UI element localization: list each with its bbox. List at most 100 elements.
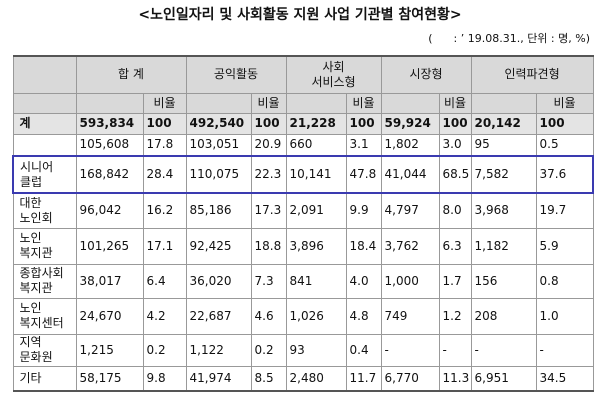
cell: 100 bbox=[250, 112, 287, 135]
cell: 4.6 bbox=[250, 297, 287, 335]
header-row: 합 계 공익활동 사회 서비스형 시장형 인력파견형 bbox=[12, 55, 594, 94]
cell: 10,141 bbox=[285, 155, 347, 194]
cell: 0.4 bbox=[345, 333, 382, 367]
cell: 68.5 bbox=[438, 155, 472, 194]
cell: 4.2 bbox=[142, 297, 187, 335]
cell: 103,051 bbox=[185, 133, 252, 157]
cell: 11.7 bbox=[345, 365, 382, 392]
cell: 492,540 bbox=[185, 112, 252, 135]
cell: 110,075 bbox=[185, 155, 252, 194]
cell: 0.8 bbox=[535, 263, 594, 299]
cell: 3.0 bbox=[438, 133, 472, 157]
cell: 20.9 bbox=[250, 133, 287, 157]
cell: 7.3 bbox=[250, 263, 287, 299]
ratio-header: 비율 bbox=[345, 92, 382, 114]
cell: 37.6 bbox=[535, 155, 595, 194]
cell: 9.9 bbox=[345, 192, 382, 229]
table-row: 계 593,834 100 492,540 100 21,228 100 59,924 100 2… bbox=[12, 112, 594, 135]
row-label: 노인 복지관 bbox=[12, 227, 77, 265]
cell: 38,017 bbox=[75, 263, 144, 299]
cell: 660 bbox=[285, 133, 347, 157]
group-header: 인력파견형 bbox=[470, 55, 594, 94]
title: <노인일자리 및 사회활동 지원 사업 기관별 참여현황> bbox=[138, 7, 462, 23]
cell: 3,762 bbox=[380, 227, 440, 265]
cell: 95 bbox=[470, 133, 537, 157]
cell: 2,480 bbox=[285, 365, 347, 392]
table-row: 지역 문화원 1,215 0.2 1,122 0.2 93 0.4- - - - bbox=[12, 333, 594, 367]
ratio-header: 비율 bbox=[250, 92, 287, 114]
header-cell bbox=[285, 92, 347, 114]
row-label: 대한 노인회 bbox=[12, 192, 77, 229]
header-cell bbox=[75, 92, 144, 114]
cell: 4.8 bbox=[345, 297, 382, 335]
cell: 41,044 bbox=[380, 155, 440, 194]
cell: 6,770 bbox=[380, 365, 440, 392]
ratio-header: 비율 bbox=[142, 92, 187, 114]
cell: 6.4 bbox=[142, 263, 187, 299]
cell: 93 bbox=[285, 333, 347, 367]
cell: 3,968 bbox=[470, 192, 537, 229]
table-row: 시니어 클럽 168,842 28.4 110,075 22.3 10,141 47.8 41… bbox=[12, 155, 595, 194]
cell: 85,186 bbox=[185, 192, 252, 229]
header-cell bbox=[185, 92, 252, 114]
cell: 156 bbox=[470, 263, 537, 299]
cell: 6,951 bbox=[470, 365, 537, 392]
cell: 41,974 bbox=[185, 365, 252, 392]
cell: 0.5 bbox=[535, 133, 594, 157]
header-cell bbox=[12, 55, 77, 94]
cell: 11.3 bbox=[438, 365, 472, 392]
subtitle: ( : ’ 19.08.31., 단위 : 명, %) bbox=[428, 32, 590, 45]
cell: 3.1 bbox=[345, 133, 382, 157]
header-cell bbox=[12, 92, 77, 114]
cell: 4,797 bbox=[380, 192, 440, 229]
cell: 17.1 bbox=[142, 227, 187, 265]
cell: 3,896 bbox=[285, 227, 347, 265]
cell: 7,582 bbox=[470, 155, 537, 194]
row-label: 지역 문화원 bbox=[12, 333, 77, 367]
cell: 1.0 bbox=[535, 297, 594, 335]
cell: 58,175 bbox=[75, 365, 144, 392]
cell: 22.3 bbox=[250, 155, 287, 194]
cell: 34.5 bbox=[535, 365, 594, 392]
cell: 1,182 bbox=[470, 227, 537, 265]
cell: 100 bbox=[142, 112, 187, 135]
row-label: 노인 복지센터 bbox=[12, 297, 77, 335]
cell: 593,834 bbox=[75, 112, 144, 135]
cell: 9.8 bbox=[142, 365, 187, 392]
cell: 2,091 bbox=[285, 192, 347, 229]
cell: 36,020 bbox=[185, 263, 252, 299]
cell: 0.2 bbox=[250, 333, 287, 367]
cell: 8.5 bbox=[250, 365, 287, 392]
group-header: 사회 서비스형 bbox=[285, 55, 382, 94]
cell: 105,608 bbox=[75, 133, 144, 157]
cell: 28.4 bbox=[142, 155, 187, 194]
row-label: 종합사회 복지관 bbox=[12, 263, 77, 299]
cell: 21,228 bbox=[285, 112, 347, 135]
cell: 17.8 bbox=[142, 133, 187, 157]
table-row: 노인 복지센터 24,670 4.2 22,687 4.6 1,026 4.8 749 1.2 2… bbox=[12, 297, 594, 335]
cell: 1,026 bbox=[285, 297, 347, 335]
cell: 100 bbox=[438, 112, 472, 135]
cell: 22,687 bbox=[185, 297, 252, 335]
cell: 20,142 bbox=[470, 112, 537, 135]
cell: 8.0 bbox=[438, 192, 472, 229]
cell: 100 bbox=[535, 112, 594, 135]
cell: 1,215 bbox=[75, 333, 144, 367]
cell: 47.8 bbox=[345, 155, 382, 194]
group-header: 시장형 bbox=[380, 55, 472, 94]
header-cell bbox=[470, 92, 537, 114]
table-row: 기타 58,175 9.8 41,974 8.5 2,480 11.7 6,770 11.3 6,… bbox=[12, 365, 594, 392]
table-row: 105,608 17.8 103,051 20.9 660 3.1 1,802 3.0 95 0.… bbox=[12, 133, 594, 157]
table-row: 노인 복지관 101,265 17.1 92,425 18.8 3,896 18.4 3,76… bbox=[12, 227, 594, 265]
cell: 1.7 bbox=[438, 263, 472, 299]
cell: 100 bbox=[345, 112, 382, 135]
cell: 5.9 bbox=[535, 227, 594, 265]
cell: 17.3 bbox=[250, 192, 287, 229]
row-label: 계 bbox=[12, 112, 77, 135]
cell: - bbox=[438, 333, 472, 367]
cell: 6.3 bbox=[438, 227, 472, 265]
cell: 749 bbox=[380, 297, 440, 335]
cell: - bbox=[535, 333, 594, 367]
table-row: 대한 노인회 96,042 16.2 85,186 17.3 2,091 9.9 4,797 8… bbox=[12, 192, 594, 229]
cell: 18.8 bbox=[250, 227, 287, 265]
